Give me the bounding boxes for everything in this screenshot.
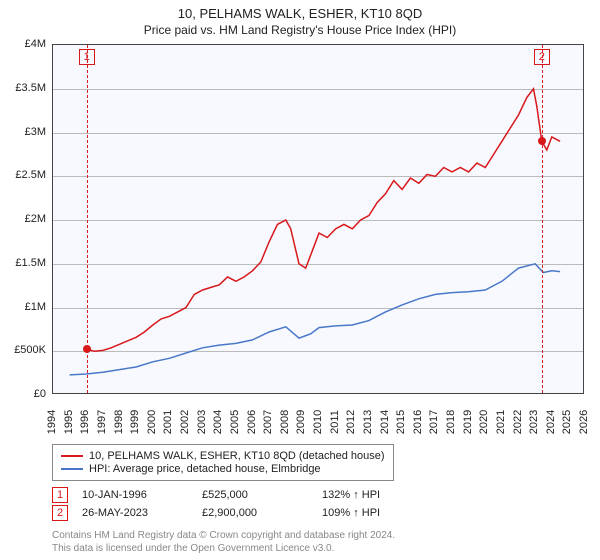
sale-date: 10-JAN-1996 bbox=[82, 489, 202, 501]
series-line bbox=[87, 89, 560, 352]
attribution-line: Contains HM Land Registry data © Crown c… bbox=[52, 529, 584, 542]
legend: 10, PELHAMS WALK, ESHER, KT10 8QD (detac… bbox=[52, 444, 394, 481]
attribution-line: This data is licensed under the Open Gov… bbox=[52, 542, 584, 555]
x-tick-label: 2014 bbox=[379, 410, 391, 434]
y-tick-label: £2M bbox=[25, 213, 46, 225]
sale-guideline bbox=[87, 45, 88, 393]
y-tick-label: £1M bbox=[25, 301, 46, 313]
sale-marker-dot bbox=[538, 137, 546, 145]
series-line bbox=[70, 264, 560, 375]
x-tick-label: 2007 bbox=[262, 410, 274, 434]
x-tick-label: 1994 bbox=[46, 410, 58, 434]
legend-label: 10, PELHAMS WALK, ESHER, KT10 8QD (detac… bbox=[89, 450, 385, 462]
x-tick-label: 2013 bbox=[362, 410, 374, 434]
x-tick-label: 2018 bbox=[445, 410, 457, 434]
x-tick-label: 2005 bbox=[229, 410, 241, 434]
chart-subtitle: Price paid vs. HM Land Registry's House … bbox=[12, 23, 588, 37]
y-tick-label: £500K bbox=[14, 344, 46, 356]
x-tick-label: 2016 bbox=[412, 410, 424, 434]
x-tick-label: 2004 bbox=[212, 410, 224, 434]
x-tick-label: 2023 bbox=[528, 410, 540, 434]
y-tick-label: £2.5M bbox=[15, 169, 46, 181]
x-tick-label: 2001 bbox=[162, 410, 174, 434]
sale-price: £525,000 bbox=[202, 489, 322, 501]
sales-row: 2 26-MAY-2023£2,900,000109% ↑ HPI bbox=[52, 505, 584, 521]
chart-series bbox=[53, 45, 585, 395]
sale-marker-box: 1 bbox=[79, 49, 95, 65]
x-tick-label: 1995 bbox=[63, 410, 75, 434]
x-tick-label: 2020 bbox=[478, 410, 490, 434]
x-tick-row: 1994199519961997199819992000200120022003… bbox=[52, 396, 584, 446]
x-tick-label: 2009 bbox=[295, 410, 307, 434]
legend-label: HPI: Average price, detached house, Elmb… bbox=[89, 463, 321, 475]
y-tick-label: £0 bbox=[34, 388, 46, 400]
x-tick-label: 2008 bbox=[279, 410, 291, 434]
x-tick-label: 2021 bbox=[495, 410, 507, 434]
x-tick-label: 2000 bbox=[146, 410, 158, 434]
y-tick-label: £1.5M bbox=[15, 257, 46, 269]
x-tick-label: 2026 bbox=[578, 410, 590, 434]
x-tick-label: 2025 bbox=[561, 410, 573, 434]
x-tick-label: 1998 bbox=[113, 410, 125, 434]
sale-number-box: 1 bbox=[52, 487, 68, 503]
sale-number-box: 2 bbox=[52, 505, 68, 521]
x-tick-label: 2011 bbox=[329, 410, 341, 434]
x-tick-label: 2019 bbox=[462, 410, 474, 434]
chart-title: 10, PELHAMS WALK, ESHER, KT10 8QD bbox=[12, 6, 588, 21]
legend-swatch bbox=[61, 455, 83, 457]
y-tick-label: £3.5M bbox=[15, 82, 46, 94]
sales-row: 1 10-JAN-1996£525,000132% ↑ HPI bbox=[52, 487, 584, 503]
x-tick-label: 2010 bbox=[312, 410, 324, 434]
x-tick-label: 1996 bbox=[79, 410, 91, 434]
sale-marker-dot bbox=[83, 345, 91, 353]
y-tick-label: £3M bbox=[25, 126, 46, 138]
sale-hpi-relative: 132% ↑ HPI bbox=[322, 489, 442, 501]
x-tick-label: 2006 bbox=[246, 410, 258, 434]
x-tick-label: 1999 bbox=[129, 410, 141, 434]
x-tick-label: 1997 bbox=[96, 410, 108, 434]
attribution: Contains HM Land Registry data © Crown c… bbox=[52, 529, 584, 555]
x-tick-label: 2017 bbox=[428, 410, 440, 434]
legend-swatch bbox=[61, 468, 83, 470]
x-tick-label: 2022 bbox=[512, 410, 524, 434]
sale-hpi-relative: 109% ↑ HPI bbox=[322, 507, 442, 519]
sale-guideline bbox=[542, 45, 543, 393]
x-tick-label: 2015 bbox=[395, 410, 407, 434]
sale-price: £2,900,000 bbox=[202, 507, 322, 519]
x-tick-label: 2002 bbox=[179, 410, 191, 434]
legend-item: 10, PELHAMS WALK, ESHER, KT10 8QD (detac… bbox=[61, 450, 385, 462]
x-tick-label: 2024 bbox=[545, 410, 557, 434]
x-tick-label: 2012 bbox=[345, 410, 357, 434]
x-tick-label: 2003 bbox=[196, 410, 208, 434]
chart-area: 12 £0£500K£1M£1.5M£2M£2.5M£3M£3.5M£4M bbox=[52, 44, 584, 394]
chart-plot: 12 bbox=[52, 44, 584, 394]
sale-date: 26-MAY-2023 bbox=[82, 507, 202, 519]
legend-item: HPI: Average price, detached house, Elmb… bbox=[61, 463, 385, 475]
sales-table: 1 10-JAN-1996£525,000132% ↑ HPI 2 26-MAY-20… bbox=[52, 487, 584, 521]
y-tick-label: £4M bbox=[25, 38, 46, 50]
sale-marker-box: 2 bbox=[534, 49, 550, 65]
